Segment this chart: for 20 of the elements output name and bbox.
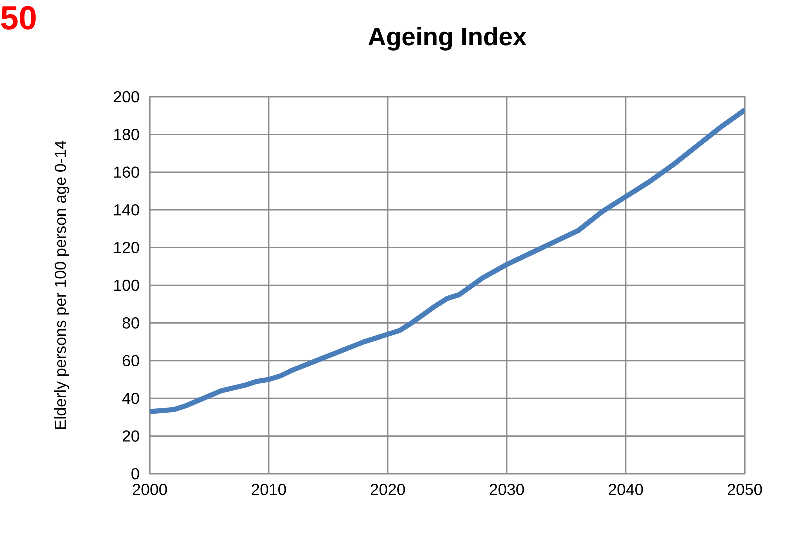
y-tick-label: 120 bbox=[114, 242, 140, 254]
y-tick-label: 40 bbox=[122, 392, 140, 404]
y-tick-label: 140 bbox=[114, 204, 140, 216]
x-tick-label: 2040 bbox=[609, 484, 644, 496]
y-tick-label: 60 bbox=[122, 355, 140, 367]
y-tick-label: 160 bbox=[114, 166, 140, 178]
y-tick-label: 180 bbox=[114, 129, 140, 140]
y-tick-label: 200 bbox=[114, 91, 140, 103]
y-tick-label: 20 bbox=[122, 430, 140, 442]
x-tick-label: 2050 bbox=[728, 484, 762, 496]
x-tick-label: 2030 bbox=[490, 484, 524, 496]
y-tick-label: 0 bbox=[132, 468, 140, 480]
text: 50 bbox=[1, 6, 36, 30]
chart-title: Ageing Index bbox=[368, 27, 527, 51]
y-tick-label: 80 bbox=[122, 318, 140, 329]
y-axis-title: Elderly persons per 100 person age 0-14 bbox=[54, 141, 70, 430]
x-tick-label: 2000 bbox=[133, 484, 168, 496]
x-tick-label: 2010 bbox=[252, 484, 286, 496]
x-tick-label: 2020 bbox=[371, 484, 406, 496]
y-tick-label: 100 bbox=[114, 280, 140, 292]
